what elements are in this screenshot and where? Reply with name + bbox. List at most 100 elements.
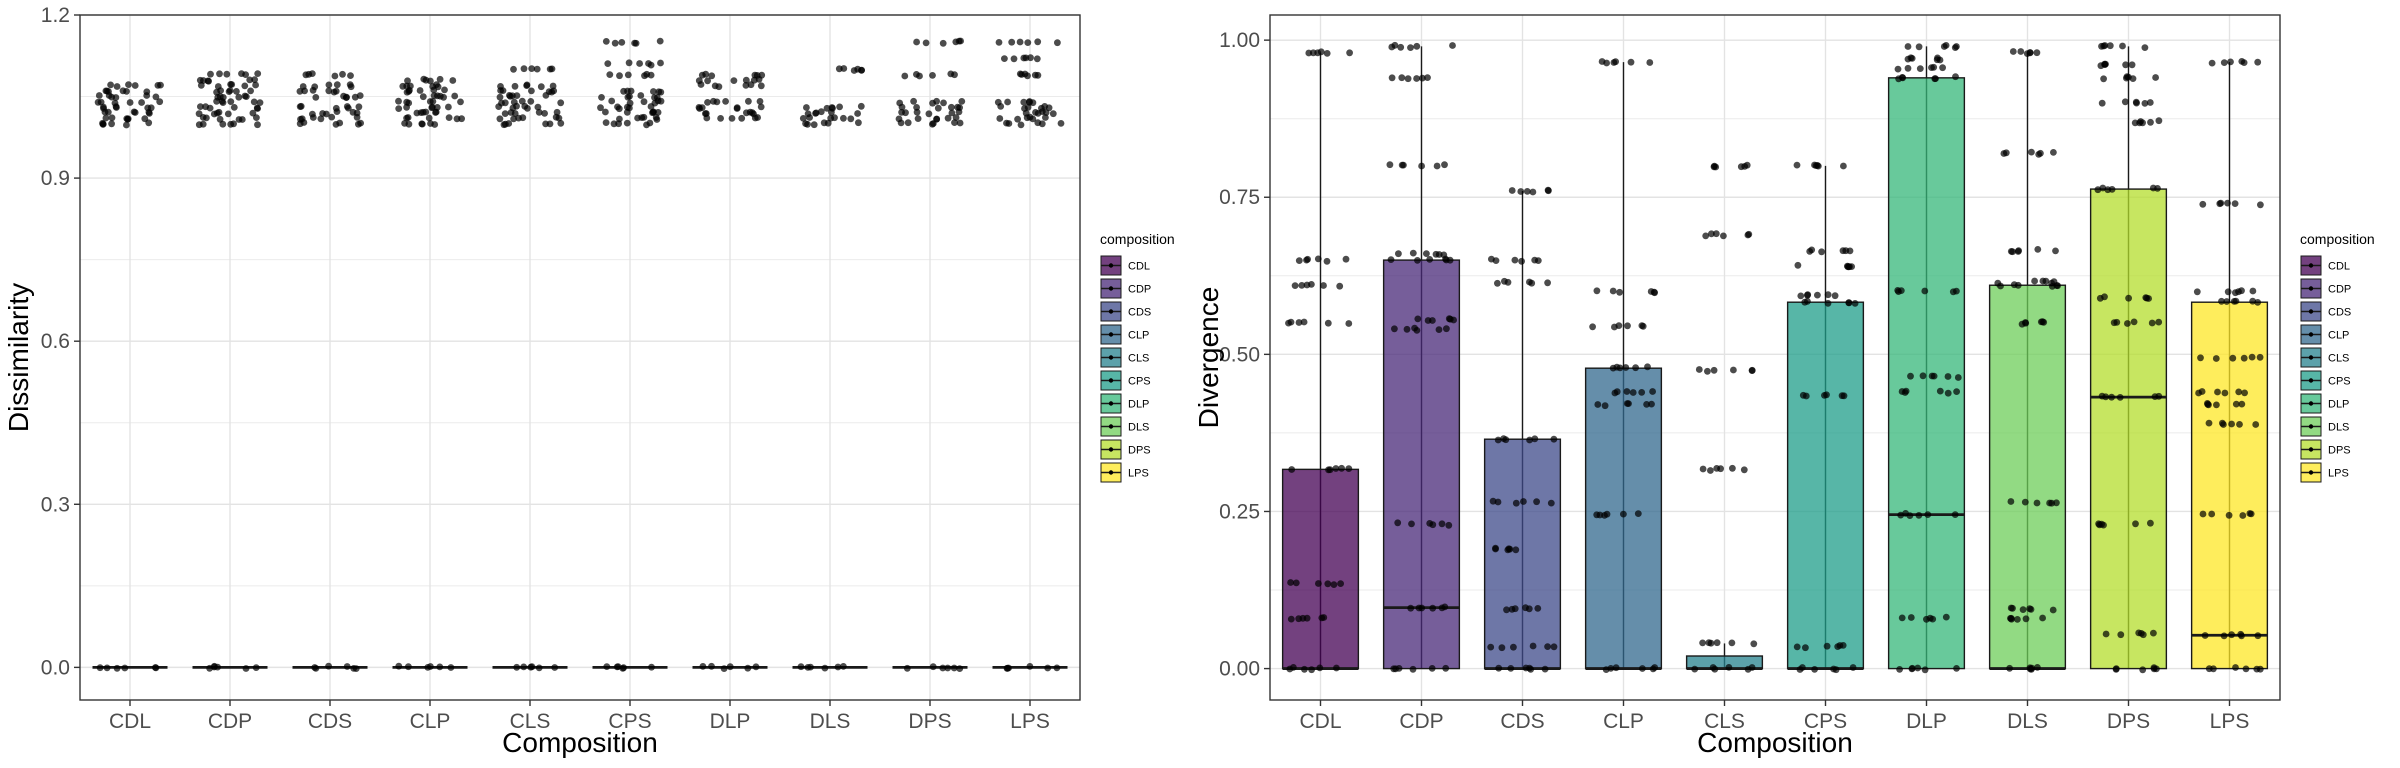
data-point xyxy=(152,664,160,672)
data-point xyxy=(241,92,249,100)
data-point xyxy=(1625,400,1632,407)
box-body xyxy=(1281,468,1360,670)
data-point xyxy=(2137,630,2145,637)
data-point xyxy=(944,664,952,672)
data-point xyxy=(1924,511,1932,518)
data-point xyxy=(325,662,332,670)
data-point xyxy=(2031,277,2038,285)
data-point xyxy=(934,104,942,112)
y-axis-title: Dissimilarity xyxy=(3,283,34,432)
data-point xyxy=(1022,54,1030,62)
data-point xyxy=(2219,419,2226,427)
data-point xyxy=(1601,402,1609,410)
data-point xyxy=(2100,75,2108,83)
data-point xyxy=(511,82,519,90)
data-point xyxy=(821,664,829,672)
box-dls xyxy=(1988,52,2067,670)
data-point xyxy=(2220,59,2228,66)
data-point xyxy=(1814,291,1821,299)
data-point xyxy=(903,664,911,672)
x-tick-label: CLS xyxy=(1704,710,1745,733)
data-point xyxy=(2231,200,2239,208)
data-point xyxy=(2239,512,2247,519)
data-point xyxy=(1522,604,1529,612)
data-point xyxy=(1487,643,1495,651)
data-point xyxy=(2133,99,2140,107)
data-point xyxy=(1936,387,1944,395)
legend-label: CDS xyxy=(1128,307,1151,319)
data-point xyxy=(2208,59,2216,67)
data-point xyxy=(608,97,616,105)
data-point xyxy=(1054,39,1061,47)
legend-key-point xyxy=(1108,424,1114,429)
data-point xyxy=(510,115,517,123)
data-point xyxy=(1057,120,1065,127)
y-tick-label: 1.00 xyxy=(1219,29,1260,52)
data-point xyxy=(1639,665,1646,672)
data-point xyxy=(2098,99,2106,107)
data-point xyxy=(1951,511,1959,518)
data-point xyxy=(1953,388,1960,395)
box-dlp xyxy=(1887,46,1966,670)
y-axis-title: Divergence xyxy=(1193,287,1224,429)
points-cdl xyxy=(1285,48,1353,674)
data-point xyxy=(995,39,1003,46)
data-point xyxy=(1053,664,1061,672)
data-point xyxy=(1821,392,1828,399)
data-point xyxy=(1544,643,1551,650)
data-point xyxy=(1287,579,1294,586)
data-point xyxy=(2007,614,2015,622)
data-point xyxy=(1407,604,1415,612)
data-point xyxy=(834,663,842,671)
data-point xyxy=(1728,639,1736,647)
data-point xyxy=(528,65,536,72)
data-point xyxy=(797,663,805,671)
data-point xyxy=(1997,282,2004,290)
data-point xyxy=(520,65,528,73)
box-body xyxy=(1786,301,1865,670)
data-point xyxy=(623,119,631,127)
data-point xyxy=(108,120,115,128)
data-point xyxy=(108,114,116,122)
data-point xyxy=(2026,49,2034,57)
data-point xyxy=(616,115,623,123)
data-point xyxy=(202,103,210,111)
box-body xyxy=(2089,188,2168,670)
data-point xyxy=(230,104,238,111)
data-point xyxy=(1291,282,1299,289)
data-point xyxy=(2146,99,2154,106)
data-point xyxy=(2151,393,2159,400)
data-point xyxy=(1042,114,1049,121)
data-point xyxy=(627,87,635,95)
data-point xyxy=(1433,162,1441,170)
data-point xyxy=(1049,110,1057,118)
data-point xyxy=(1930,372,1938,380)
data-point xyxy=(447,664,455,671)
data-point xyxy=(1901,389,1909,396)
data-point xyxy=(847,115,855,123)
data-point xyxy=(1518,257,1525,265)
data-point xyxy=(524,105,531,112)
data-point xyxy=(395,97,402,105)
data-point xyxy=(513,92,521,99)
data-point xyxy=(2037,318,2045,326)
data-point xyxy=(1712,230,1720,238)
data-point xyxy=(1026,663,1034,670)
legend-label: DLS xyxy=(1128,422,1149,434)
data-point xyxy=(2007,498,2015,505)
data-point xyxy=(1413,327,1421,334)
data-point xyxy=(1840,162,1847,170)
data-point xyxy=(123,88,130,95)
data-point xyxy=(835,65,843,73)
data-point xyxy=(956,104,963,111)
data-point xyxy=(1629,389,1637,396)
data-point xyxy=(1345,465,1353,472)
legend-label: CLS xyxy=(1128,353,1149,365)
legend-label: DLP xyxy=(2328,399,2349,411)
data-point xyxy=(254,121,261,129)
data-point xyxy=(650,88,657,95)
data-point xyxy=(510,65,517,73)
legend-label: CDL xyxy=(2328,261,2350,273)
data-point xyxy=(1032,109,1039,116)
data-point xyxy=(602,38,610,45)
